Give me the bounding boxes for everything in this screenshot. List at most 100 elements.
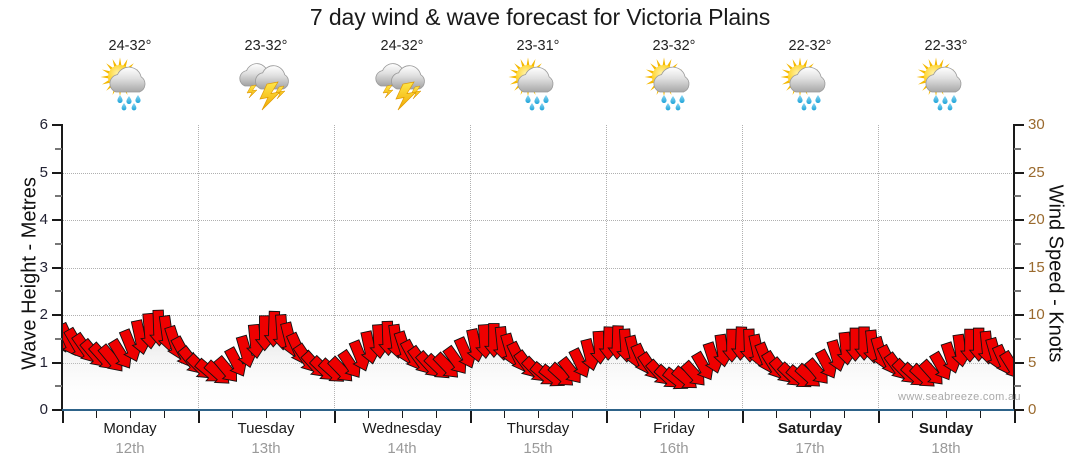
right-axis-tick xyxy=(1014,266,1024,269)
right-axis-tick-label: 0 xyxy=(1028,401,1037,418)
x-axis-major-tick xyxy=(198,411,200,423)
left-axis-minor-tick xyxy=(55,195,62,198)
day-footer-friday: Friday 16th xyxy=(606,419,742,469)
left-axis-tick-label: 5 xyxy=(39,163,48,181)
day-date: 12th xyxy=(115,440,145,457)
right-axis-tick-label: 15 xyxy=(1028,258,1045,276)
day-name: Saturday xyxy=(777,420,843,437)
wind-barb xyxy=(107,337,132,369)
day-date: 13th xyxy=(251,440,281,457)
sun-cloud-rain-icon xyxy=(100,57,146,111)
x-axis-major-tick xyxy=(742,411,744,423)
right-axis-minor-tick xyxy=(1014,195,1021,198)
left-axis-tick xyxy=(52,266,62,269)
x-axis-major-tick xyxy=(1014,411,1016,423)
left-axis-tick xyxy=(52,314,62,316)
x-axis-minor-tick xyxy=(232,411,233,418)
wind-barb-series xyxy=(62,309,1014,390)
day-header-sunday: 22-33° xyxy=(878,38,1014,120)
vertical-gridline xyxy=(334,125,335,410)
horizontal-gridline xyxy=(62,172,1014,174)
sun-cloud-rain-icon xyxy=(507,56,569,112)
temperature-range: 22-32° xyxy=(788,38,832,54)
day-footer-wednesday: Wednesday 14th xyxy=(334,419,470,469)
day-header-friday: 23-32° xyxy=(606,38,742,120)
x-axis-minor-tick xyxy=(130,411,131,418)
day-header-monday: 24-32° xyxy=(62,38,198,120)
x-axis-minor-tick xyxy=(674,411,675,418)
left-axis-minor-tick xyxy=(55,242,62,245)
left-axis-minor-tick xyxy=(55,337,62,340)
left-axis-tick xyxy=(52,171,62,174)
vertical-gridline xyxy=(878,125,879,410)
day-name: Tuesday xyxy=(237,420,295,437)
left-axis-line xyxy=(61,124,63,411)
horizontal-gridline xyxy=(62,220,1014,221)
x-axis-minor-tick xyxy=(708,411,709,418)
right-axis-tick-label: 5 xyxy=(1028,353,1037,371)
right-axis-tick xyxy=(1014,124,1024,126)
day-date: 15th xyxy=(523,440,553,457)
x-axis-minor-tick xyxy=(912,411,913,418)
right-axis-tick xyxy=(1014,314,1024,316)
temperature-range: 22-33° xyxy=(924,38,968,54)
right-axis-tick-label: 10 xyxy=(1028,306,1045,323)
x-axis-major-tick xyxy=(62,411,64,423)
day-name: Monday xyxy=(103,420,157,437)
left-axis-minor-tick xyxy=(55,290,62,293)
cloud-thunderstorm-icon xyxy=(375,63,425,111)
day-footer-strip: Monday 12th Tuesday 13th Wednesday 14th Thursd… xyxy=(62,419,1014,469)
vertical-gridline xyxy=(198,125,199,410)
left-axis-tick xyxy=(52,219,62,221)
left-axis-tick-label: 1 xyxy=(39,353,48,371)
sun-cloud-rain-icon xyxy=(780,57,826,111)
right-axis-minor-tick xyxy=(1014,242,1021,245)
day-name: Friday xyxy=(653,420,695,437)
wind-barb xyxy=(918,358,943,385)
right-axis-tick-label: 25 xyxy=(1028,163,1045,181)
left-axis-tick xyxy=(52,124,62,126)
x-axis-major-tick xyxy=(470,411,472,423)
x-axis-minor-tick xyxy=(572,411,573,418)
day-name: Thursday xyxy=(506,420,570,437)
x-axis-major-tick xyxy=(334,411,336,423)
x-axis-minor-tick xyxy=(504,411,505,418)
left-axis-tick xyxy=(52,409,62,411)
left-axis-tick-label: 4 xyxy=(39,211,48,228)
cloud-thunderstorm-icon xyxy=(235,56,297,112)
day-header-saturday: 22-32° xyxy=(742,38,878,120)
day-date: 16th xyxy=(659,440,689,457)
vertical-gridline xyxy=(742,125,743,410)
wind-barb xyxy=(442,344,467,374)
horizontal-gridline xyxy=(62,267,1014,269)
wind-barb xyxy=(680,359,705,386)
left-axis-tick-label: 6 xyxy=(39,116,48,133)
cloud-thunderstorm-icon xyxy=(371,56,433,112)
day-header-wednesday: 24-32° xyxy=(334,38,470,120)
day-footer-thursday: Thursday 15th xyxy=(470,419,606,469)
sun-cloud-rain-icon xyxy=(508,57,554,111)
right-axis-minor-tick xyxy=(1014,385,1021,388)
sun-cloud-rain-icon xyxy=(644,57,690,111)
day-date: 17th xyxy=(795,440,825,457)
cloud-thunderstorm-icon xyxy=(239,63,289,111)
x-axis-minor-tick xyxy=(946,411,947,418)
x-axis-minor-tick xyxy=(844,411,845,418)
watermark: www.seabreeze.com.au xyxy=(898,391,1021,403)
left-axis-tick-label: 0 xyxy=(39,401,48,418)
temperature-range: 24-32° xyxy=(380,38,424,54)
right-axis-tick-label: 20 xyxy=(1028,211,1045,228)
temperature-range: 24-32° xyxy=(108,38,152,54)
day-name: Sunday xyxy=(918,420,974,437)
wind-barb xyxy=(998,349,1014,380)
wind-barb xyxy=(213,354,238,382)
x-axis-minor-tick xyxy=(810,411,811,418)
x-axis-minor-tick xyxy=(980,411,981,418)
temperature-range: 23-32° xyxy=(244,38,288,54)
day-footer-monday: Monday 12th xyxy=(62,419,198,469)
day-header-strip: 24-32° xyxy=(62,38,1014,120)
right-axis-minor-tick xyxy=(1014,290,1021,293)
x-axis-minor-tick xyxy=(776,411,777,418)
wind-barb xyxy=(557,355,581,384)
x-axis-minor-tick xyxy=(538,411,539,418)
